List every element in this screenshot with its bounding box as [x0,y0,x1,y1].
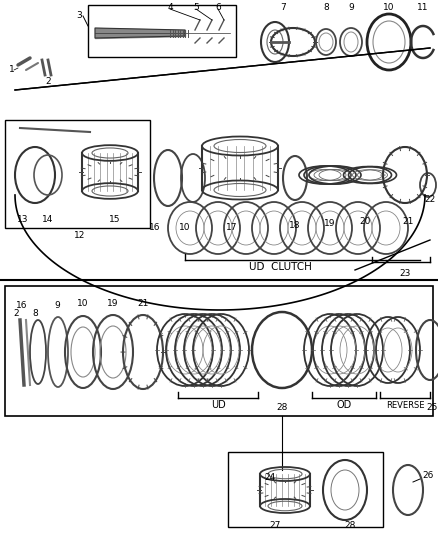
Text: 21: 21 [137,298,148,308]
Text: 13: 13 [17,215,29,224]
Text: 16: 16 [16,302,28,311]
Text: 9: 9 [54,302,60,311]
Text: 22: 22 [424,196,436,205]
Text: 6: 6 [215,3,221,12]
Bar [5,120,150,228]
Text: REVERSE: REVERSE [386,400,424,409]
Text: 24: 24 [265,473,276,482]
Text: 7: 7 [280,3,286,12]
Text: 23: 23 [399,270,411,279]
Text: 18: 18 [289,221,301,230]
Text: 21: 21 [403,217,413,227]
Text: 3: 3 [76,12,82,20]
Text: OD: OD [336,400,352,410]
Text: 25: 25 [426,403,438,413]
Text: 17: 17 [226,223,238,232]
Text: 28: 28 [276,402,288,411]
Text: 2: 2 [45,77,51,86]
Text: 12: 12 [74,230,86,239]
Text: 28: 28 [344,521,356,529]
Text: 10: 10 [383,3,395,12]
Text: 2: 2 [13,309,19,318]
Text: 26: 26 [422,472,434,481]
Text: 19: 19 [324,220,336,229]
Text: UD  CLUTCH: UD CLUTCH [248,262,311,272]
Text: 8: 8 [323,3,329,12]
Text: 9: 9 [348,3,354,12]
Text: 11: 11 [417,3,429,12]
Text: 20: 20 [359,217,371,227]
Bar [228,452,383,527]
Text: 8: 8 [32,309,38,318]
Bar [5,286,433,416]
Text: 5: 5 [193,3,199,12]
Text: 4: 4 [167,3,173,12]
Text: 10: 10 [179,223,191,232]
Text: 14: 14 [42,215,54,224]
Text: 27: 27 [269,521,281,529]
Bar [88,5,236,57]
Text: 10: 10 [77,298,89,308]
Text: UD: UD [211,400,226,410]
Text: 19: 19 [107,298,119,308]
Text: 15: 15 [109,215,121,224]
Text: 16: 16 [149,223,161,232]
Text: 1: 1 [9,66,15,75]
